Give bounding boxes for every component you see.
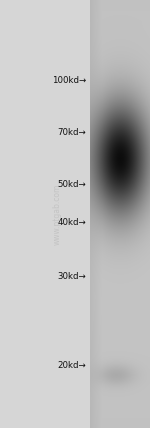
Text: www.ptgab.com: www.ptgab.com [52, 183, 62, 245]
Text: 20kd→: 20kd→ [57, 361, 86, 371]
Text: 50kd→: 50kd→ [57, 179, 86, 189]
Text: 70kd→: 70kd→ [57, 128, 86, 137]
Text: 40kd→: 40kd→ [57, 218, 86, 227]
Text: 100kd→: 100kd→ [52, 76, 86, 85]
Text: 30kd→: 30kd→ [57, 271, 86, 281]
